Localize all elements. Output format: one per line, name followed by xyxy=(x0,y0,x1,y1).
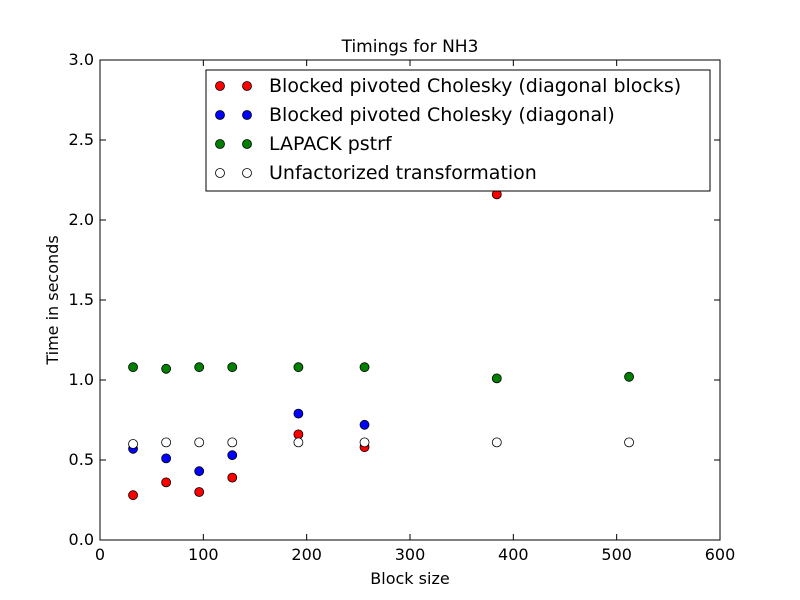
legend-box xyxy=(205,69,711,192)
point-series-2-2 xyxy=(194,362,205,373)
y-axis-label: Time in seconds xyxy=(43,235,62,365)
x-tick-label-5: 500 xyxy=(601,545,632,564)
x-tick-label-4: 400 xyxy=(498,545,529,564)
y-tick-label-3: 1.5 xyxy=(69,290,94,309)
point-series-2-6 xyxy=(491,373,502,384)
point-series-3-4 xyxy=(293,437,304,448)
legend-label-3: Unfactorized transformation xyxy=(269,162,537,184)
x-tick-label-6: 600 xyxy=(705,545,736,564)
y-tick-label-2: 1.0 xyxy=(69,370,94,389)
x-tick-label-0: 0 xyxy=(95,545,105,564)
point-series-2-0 xyxy=(128,362,138,373)
point-series-0-2 xyxy=(194,487,205,497)
point-series-2-3 xyxy=(227,362,238,373)
legend-marker-right-2 xyxy=(242,139,252,149)
x-tick-label-2: 200 xyxy=(291,545,322,564)
y-tick-label-4: 2.0 xyxy=(69,210,94,229)
point-series-1-1 xyxy=(161,453,172,464)
point-series-2-1 xyxy=(161,363,172,374)
legend-marker-right-0 xyxy=(242,81,252,91)
point-series-2-7 xyxy=(624,371,634,382)
point-series-0-1 xyxy=(161,477,172,488)
point-series-3-6 xyxy=(491,437,502,448)
point-series-3-3 xyxy=(227,437,238,448)
legend-label-0: Blocked pivoted Cholesky (diagonal block… xyxy=(269,75,681,97)
point-series-3-2 xyxy=(194,437,205,448)
data-points xyxy=(128,189,634,501)
x-axis-label: Block size xyxy=(370,569,449,588)
y-tick-label-0: 0.0 xyxy=(69,530,94,549)
point-series-1-2 xyxy=(194,466,205,477)
point-series-1-4 xyxy=(293,408,304,419)
legend-marker-left-2 xyxy=(215,139,225,149)
point-series-1-3 xyxy=(227,450,238,461)
point-series-2-4 xyxy=(293,362,304,373)
legend: Blocked pivoted Cholesky (diagonal block… xyxy=(205,69,711,192)
point-series-3-7 xyxy=(624,437,634,448)
x-tick-label-1: 100 xyxy=(188,545,219,564)
x-tick-label-3: 300 xyxy=(395,545,426,564)
point-series-1-5 xyxy=(359,419,370,430)
legend-marker-left-1 xyxy=(215,110,225,120)
legend-marker-left-0 xyxy=(215,81,225,91)
point-series-3-0 xyxy=(128,439,138,449)
y-tick-label-1: 0.5 xyxy=(69,450,94,469)
legend-marker-left-3 xyxy=(215,168,225,178)
y-tick-label-6: 3.0 xyxy=(69,50,94,69)
y-tick-labels: 0.0 0.5 1.0 1.5 2.0 2.5 3.0 xyxy=(69,50,94,549)
legend-marker-right-3 xyxy=(242,168,252,178)
y-tick-label-5: 2.5 xyxy=(69,130,94,149)
axis-ticks xyxy=(99,59,721,541)
chart-title: Timings for NH3 xyxy=(341,37,479,57)
x-tick-labels: 0 100 200 300 400 500 600 xyxy=(95,545,735,564)
point-series-3-1 xyxy=(161,437,172,448)
legend-marker-right-1 xyxy=(242,110,252,120)
point-series-2-5 xyxy=(359,362,370,373)
legend-label-1: Blocked pivoted Cholesky (diagonal) xyxy=(269,104,615,126)
legend-label-2: LAPACK pstrf xyxy=(269,133,393,155)
point-series-0-3 xyxy=(227,472,238,483)
point-series-3-5 xyxy=(359,437,370,448)
point-series-0-0 xyxy=(128,490,138,501)
